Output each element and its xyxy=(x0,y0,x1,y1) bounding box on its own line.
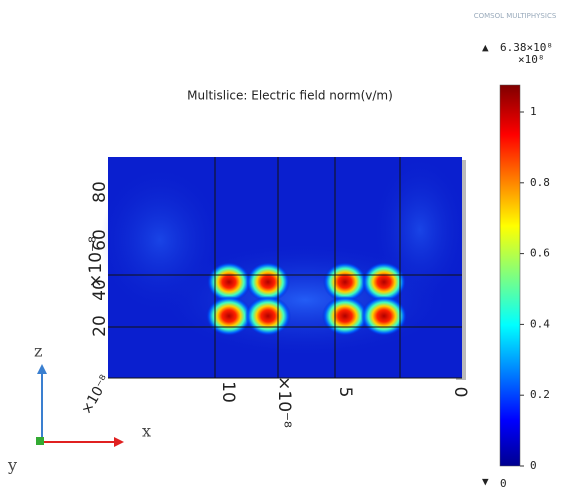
max-arrow: ▲ xyxy=(482,41,489,54)
horizontal-tick-label: 10 xyxy=(218,381,238,403)
colorbar-min: 0 xyxy=(500,477,507,487)
colorbar-tick-label: 0.4 xyxy=(530,317,550,330)
plot-title: Multislice: Electric field norm(v/m) xyxy=(187,89,393,103)
y-axis-label: y xyxy=(7,456,17,475)
horizontal-scale: ×10⁻⁸ xyxy=(274,376,294,428)
axis-triad xyxy=(36,364,124,447)
min-arrow: ▼ xyxy=(482,475,489,487)
colorbar-tick-label: 0.8 xyxy=(530,176,550,189)
logo: COMSOL MULTIPHYSICS xyxy=(474,12,557,20)
colorbar xyxy=(499,84,521,467)
colorbar-tick-label: 0.6 xyxy=(530,247,550,260)
vertical-tick-label: 40 xyxy=(90,279,110,301)
vertical-tick-label: 60 xyxy=(90,229,110,251)
corner-scale: ×10⁻⁸ xyxy=(78,372,113,417)
vertical-scale: ×10⁻⁸ xyxy=(86,236,106,288)
horizontal-tick-label: 5 xyxy=(335,387,355,398)
colorbar-max: 6.38×10⁸ xyxy=(500,41,553,54)
colorbar-tick-label: 1 xyxy=(530,105,537,118)
vertical-tick-label: 20 xyxy=(90,315,110,337)
z-axis-label: z xyxy=(34,342,42,361)
vertical-tick-label: 80 xyxy=(90,181,110,203)
x-axis-label: x xyxy=(142,422,151,441)
colorbar-tick-label: 0 xyxy=(530,459,537,472)
field-plot xyxy=(100,157,466,380)
colorbar-scale: ×10⁸ xyxy=(518,53,545,66)
horizontal-tick-label: 0 xyxy=(450,387,470,398)
colorbar-tick-label: 0.2 xyxy=(530,388,550,401)
